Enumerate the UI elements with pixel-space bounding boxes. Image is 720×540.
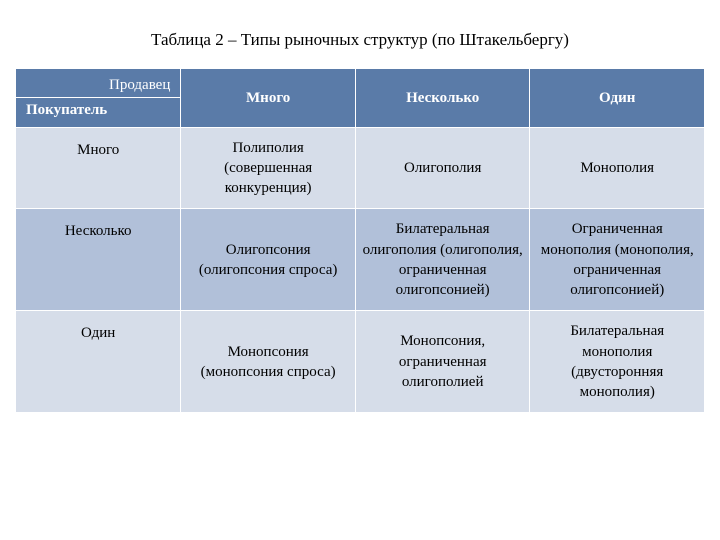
column-header-many: Много [181,69,356,128]
market-structures-table: Продавец Много Несколько Один Покупатель… [15,68,705,413]
table-cell: Монопсония (монопсония спроса) [181,311,356,413]
table-cell: Монопсония, ограниченная олигополией [355,311,530,413]
table-cell: Монополия [530,127,705,209]
corner-buyer-label: Покупатель [16,98,181,127]
table-cell: Олигополия [355,127,530,209]
table-cell: Олигопсония (олигопсония спроса) [181,209,356,311]
table-cell: Ограниченная монополия (монополия, огран… [530,209,705,311]
row-header-many: Много [16,127,181,209]
row-header-one: Один [16,311,181,413]
column-header-one: Один [530,69,705,128]
corner-seller-label: Продавец [16,69,181,98]
table-cell: Билатеральная монополия (двусторонняя мо… [530,311,705,413]
row-header-several: Несколько [16,209,181,311]
table-cell: Билатеральная олигополия (олигополия, ог… [355,209,530,311]
table-caption: Таблица 2 – Типы рыночных структур (по Ш… [15,30,705,50]
column-header-several: Несколько [355,69,530,128]
table-cell: Полиполия (совершенная конкуренция) [181,127,356,209]
